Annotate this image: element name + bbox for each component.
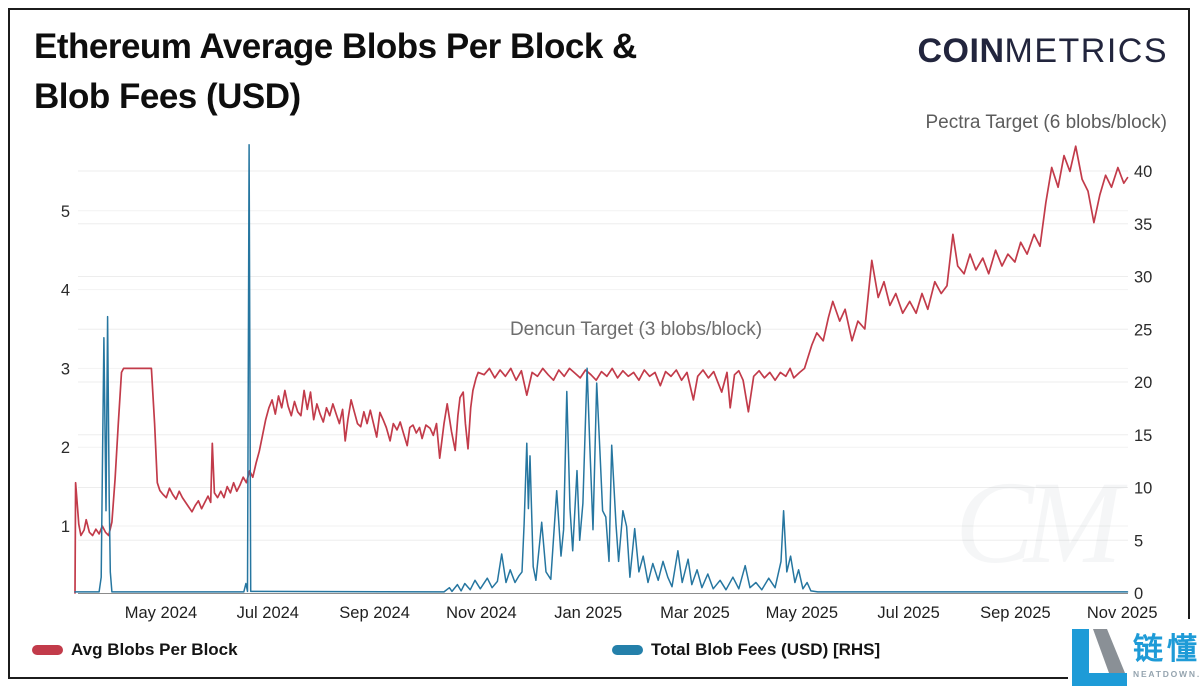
right-axis-tick-label: 0 [1134,585,1143,603]
coinmetrics-logo: COINMETRICS [918,32,1169,71]
x-axis-tick-label: May 2025 [766,604,838,622]
right-axis-tick-label: 40 [1134,163,1152,181]
right-axis-tick-label: 25 [1134,321,1152,339]
x-axis-tick-label: Jul 2024 [237,604,299,622]
legend-swatch-icon [32,645,63,655]
left-axis-tick-label: 5 [61,203,70,221]
right-axis-tick-label: 15 [1134,427,1152,445]
chart-title: Ethereum Average Blobs Per Block & Blob … [34,22,637,122]
x-axis-tick-label: May 2024 [125,604,197,622]
right-axis-tick-label: 20 [1134,374,1152,392]
legend-item-avg-blobs: Avg Blobs Per Block [32,638,238,662]
right-axis-tick-label: 10 [1134,480,1152,498]
left-axis-tick-label: 3 [61,360,70,378]
legend-label: Avg Blobs Per Block [71,640,238,659]
chart-title-line1: Ethereum Average Blobs Per Block & [34,27,637,66]
legend-label: Total Blob Fees (USD) [RHS] [651,640,881,659]
x-axis-tick-label: Mar 2025 [660,604,730,622]
x-axis-tick-label: Sep 2025 [980,604,1051,622]
x-axis-tick-label: Nov 2024 [446,604,517,622]
coinmetrics-logo-bold: COIN [917,32,1005,70]
chart-title-line2: Blob Fees (USD) [34,77,301,116]
left-axis-tick-label: 2 [61,439,70,457]
legend-item-blob-fees: Total Blob Fees (USD) [RHS] [612,638,880,662]
x-axis-tick-label: Jan 2025 [554,604,622,622]
site-watermark-text: 链懂 NEATDOWN.COM [1133,632,1200,679]
series-line-blob-fees [74,143,1129,593]
left-axis-tick-label: 1 [61,518,70,536]
site-watermark-icon [1072,629,1127,686]
legend-swatch-icon [612,645,643,655]
x-axis-tick-label: Sep 2024 [339,604,410,622]
pectra-target-annotation: Pectra Target (6 blobs/block) [925,112,1168,133]
series-line-avg-blobs [74,145,1129,594]
left-axis-tick-label: 4 [61,282,70,300]
cm-background-watermark: CM [955,457,1128,588]
x-axis-tick-label: Nov 2025 [1087,604,1158,622]
site-watermark: 链懂 NEATDOWN.COM [1068,619,1200,693]
coinmetrics-logo-light: METRICS [1004,32,1168,70]
x-axis-tick-label: Jul 2025 [877,604,939,622]
right-axis-tick-label: 5 [1134,532,1143,550]
right-axis-tick-label: 30 [1134,269,1152,287]
legend: Avg Blobs Per Block Total Blob Fees (USD)… [0,638,1200,662]
site-watermark-url: NEATDOWN.COM [1133,668,1200,679]
dencun-target-annotation: Dencun Target (3 blobs/block) [509,319,763,340]
right-axis-tick-label: 35 [1134,216,1152,234]
site-watermark-name: 链懂 [1133,632,1200,666]
